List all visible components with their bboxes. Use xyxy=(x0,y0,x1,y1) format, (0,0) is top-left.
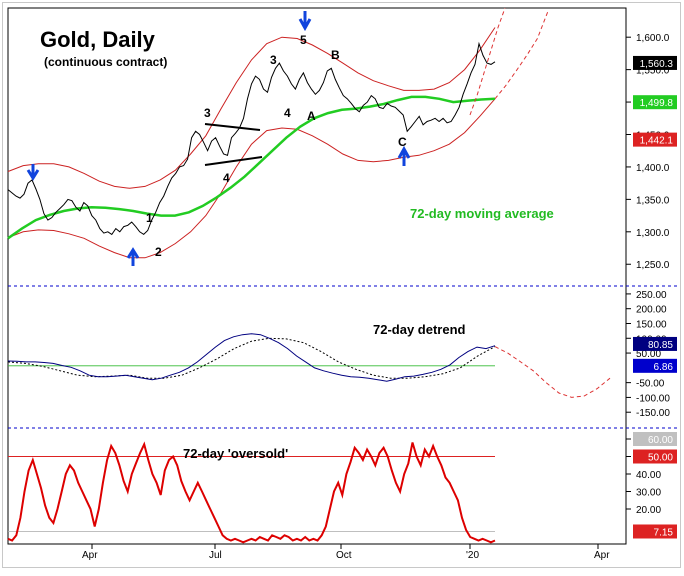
arrow-down-icon xyxy=(26,164,40,181)
oversold-readout-text: 50.00 xyxy=(648,453,673,464)
y-tick-label: -50.00 xyxy=(636,379,665,390)
price-line xyxy=(7,41,496,236)
wave-label: 3 xyxy=(270,53,277,67)
y-tick-label: 50.00 xyxy=(636,349,661,360)
detrend-label: 72-day detrend xyxy=(373,322,466,337)
y-tick-label: 1,600.0 xyxy=(636,33,670,44)
chart-title: Gold, Daily xyxy=(40,27,156,52)
wave-label: 4 xyxy=(284,106,291,120)
y-tick-label: 150.00 xyxy=(636,319,667,330)
plot-frame xyxy=(7,7,627,545)
price-readout xyxy=(633,95,677,110)
arrow-up-icon xyxy=(126,247,140,266)
y-tick-label: 30.00 xyxy=(636,488,661,499)
x-tick-label: Oct xyxy=(336,550,352,561)
wave-label: 3 xyxy=(204,106,211,120)
x-tick-label: Jul xyxy=(209,550,222,561)
moving-average-line xyxy=(7,95,496,240)
wave-label: A xyxy=(307,109,316,123)
projection-lower-line xyxy=(494,11,549,100)
y-tick-label: -100.00 xyxy=(636,393,670,404)
y-tick-label: 250.00 xyxy=(636,290,667,301)
oversold-line xyxy=(7,441,496,544)
price-readout-text: 1,560.3 xyxy=(640,59,674,70)
oversold-label: 72-day 'oversold' xyxy=(183,446,288,461)
lower-band-line xyxy=(7,98,496,259)
price-readout-text: 1,442.1 xyxy=(640,136,674,147)
oversold-readout xyxy=(633,432,677,446)
y-tick-label: 1,350.0 xyxy=(636,195,670,206)
x-tick-label: Apr xyxy=(594,550,610,561)
arrow-up-icon xyxy=(397,145,411,166)
y-tick-label: 200.00 xyxy=(636,305,667,316)
price-panel: 1,600.01,550.01,500.01,450.01,400.01,350… xyxy=(7,7,677,271)
wave-label: 4 xyxy=(223,171,230,185)
upper-band-line xyxy=(7,27,496,189)
axis-ticks xyxy=(91,544,599,549)
wave-label: 1 xyxy=(146,211,153,225)
price-readout xyxy=(633,132,677,147)
oversold-readout xyxy=(633,524,677,539)
detrend-readout xyxy=(633,336,677,351)
price-readout-text: 1,499.8 xyxy=(640,98,674,109)
y-tick-label: 1,300.0 xyxy=(636,228,670,239)
wave-label: 2 xyxy=(155,245,162,259)
projection-upper-line xyxy=(469,7,506,116)
y-tick-label: -150.00 xyxy=(636,408,670,419)
triangle-pattern xyxy=(204,123,263,166)
y-tick-label: 20.00 xyxy=(636,505,661,516)
x-tick-label: Apr xyxy=(82,550,98,561)
detrend-smooth-line xyxy=(7,337,496,379)
oversold-readout-text: 60.00 xyxy=(648,435,673,446)
detrend-panel: 250.00200.00150.00100.0050.00-50.00-100.… xyxy=(7,290,677,419)
wave-label: C xyxy=(398,135,407,149)
oversold-readout xyxy=(633,449,677,464)
price-readout xyxy=(633,55,677,70)
ma-annotation: 72-day moving average xyxy=(410,206,554,221)
y-tick-label: 1,400.0 xyxy=(636,163,670,174)
detrend-readout-text: 80.85 xyxy=(648,340,673,351)
y-tick-label: 40.00 xyxy=(636,470,661,481)
detrend-projection-line xyxy=(494,346,611,398)
wave-label: B xyxy=(331,48,340,62)
detrend-readout xyxy=(633,358,677,373)
chart-subtitle: (continuous contract) xyxy=(44,55,167,69)
arrow-down-icon xyxy=(298,11,312,32)
oversold-readout-text: 7.15 xyxy=(654,527,674,538)
x-tick-label: '20 xyxy=(466,550,479,561)
y-tick-label: 1,550.0 xyxy=(636,66,670,77)
wave-label: 5 xyxy=(300,33,307,47)
y-tick-label: 1,250.0 xyxy=(636,260,670,271)
chart-border xyxy=(2,2,681,568)
detrend-readout-text: 6.86 xyxy=(654,362,674,373)
detrend-line xyxy=(7,333,496,382)
